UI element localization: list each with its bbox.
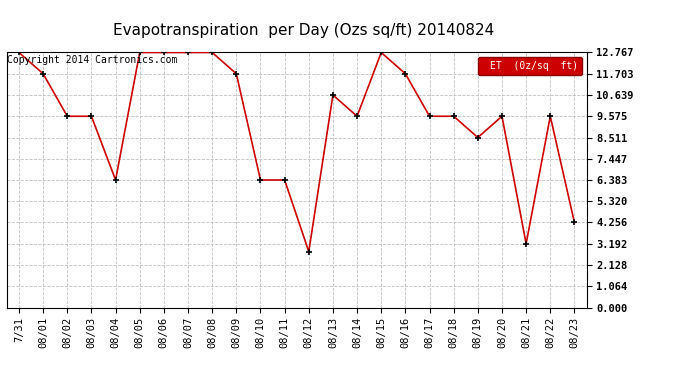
Legend: ET  (0z/sq  ft): ET (0z/sq ft) — [478, 57, 582, 75]
Text: Evapotranspiration  per Day (Ozs sq/ft) 20140824: Evapotranspiration per Day (Ozs sq/ft) 2… — [113, 22, 494, 38]
Text: Copyright 2014 Cartronics.com: Copyright 2014 Cartronics.com — [8, 55, 178, 65]
